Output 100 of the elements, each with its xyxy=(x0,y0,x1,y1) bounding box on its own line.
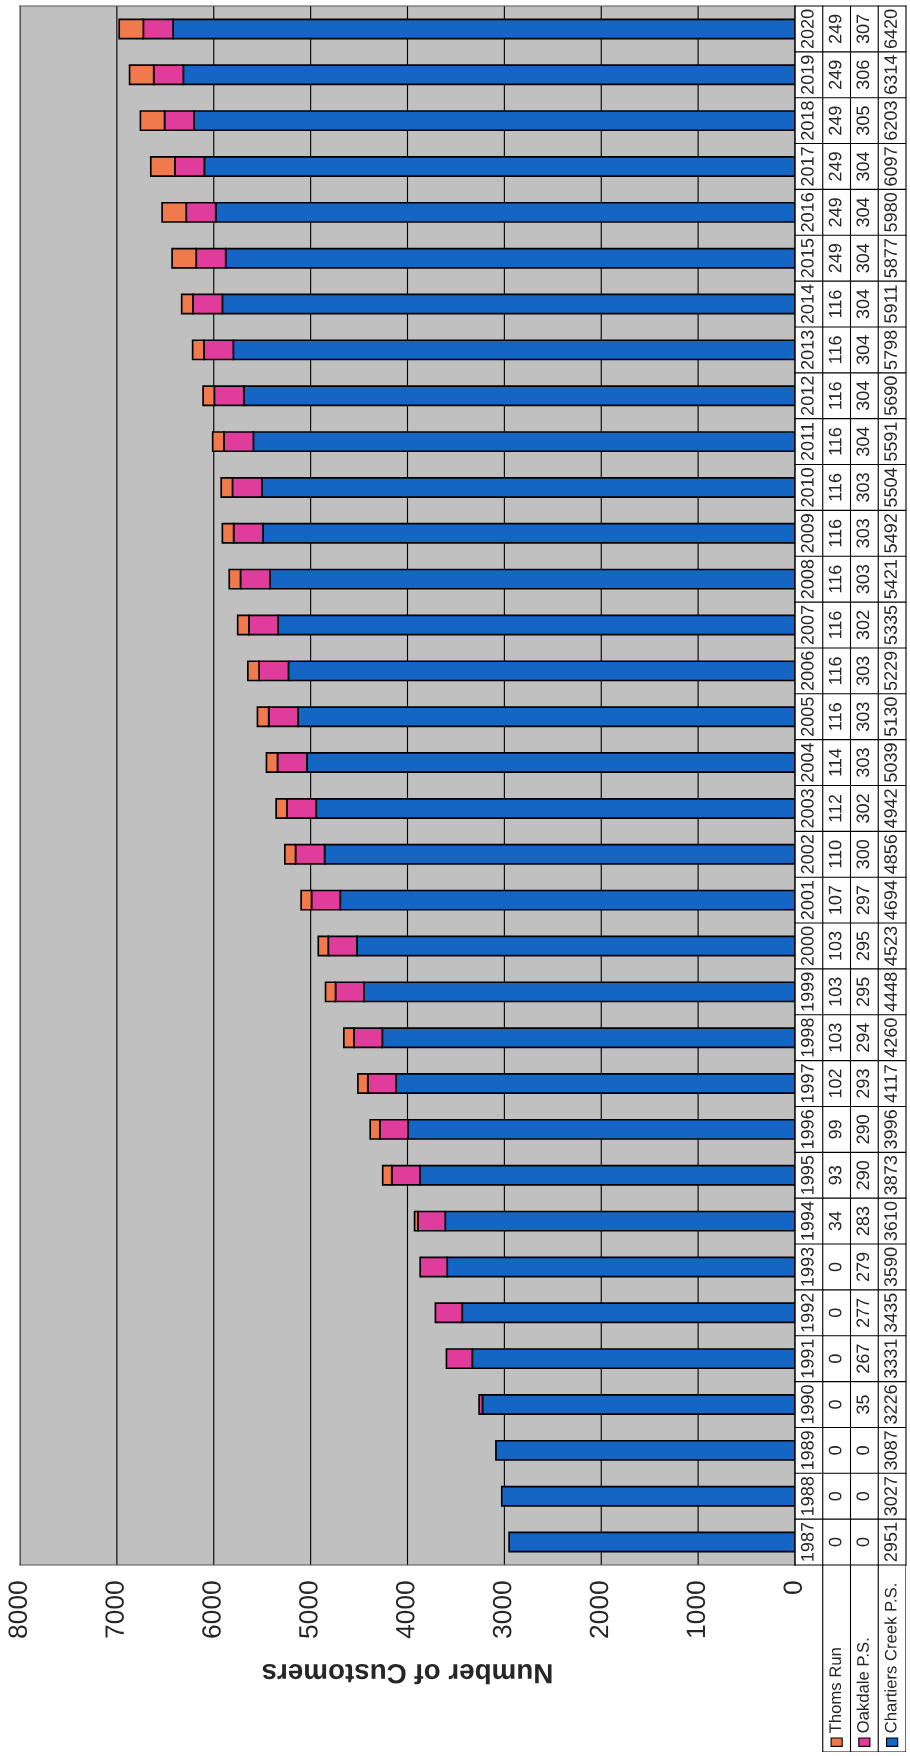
data-label: 249 xyxy=(828,106,842,135)
text: Oakdale P.S. xyxy=(856,1638,869,1733)
y-tick-label: 2015 xyxy=(800,238,814,278)
data-label: 0 xyxy=(828,1491,842,1501)
data-label: 99 xyxy=(828,1120,842,1139)
data-label: 304 xyxy=(856,335,870,365)
data-label: 4523 xyxy=(884,926,897,966)
data-label: 3610 xyxy=(884,1201,897,1241)
data-label: 302 xyxy=(856,610,870,640)
data-label: 4942 xyxy=(884,789,897,829)
y-tick-label: 1998 xyxy=(800,1018,814,1057)
data-label: 110 xyxy=(828,840,842,868)
y-tick-label: 2019 xyxy=(800,55,814,94)
data-label: 304 xyxy=(856,151,870,181)
data-label: 4117 xyxy=(884,1065,897,1103)
data-label: 4694 xyxy=(884,880,897,920)
data-label: 6097 xyxy=(884,147,897,186)
data-label: 303 xyxy=(856,748,870,777)
data-label: 5798 xyxy=(884,330,897,370)
data-label: 0 xyxy=(856,1446,870,1455)
data-label: 114 xyxy=(828,748,842,776)
data-label: 293 xyxy=(856,1069,870,1098)
data-label: 267 xyxy=(856,1344,870,1373)
x-tick-label: 4000 xyxy=(395,1581,415,1639)
data-label: 116 xyxy=(828,290,842,318)
data-label: 4448 xyxy=(884,972,897,1012)
y-tick-label: 1994 xyxy=(800,1201,814,1240)
data-label: 0 xyxy=(828,1308,842,1318)
x-tick-label: 0 xyxy=(783,1581,803,1594)
data-label: 3996 xyxy=(884,1110,897,1149)
data-label: 3226 xyxy=(884,1385,897,1424)
y-tick-label: 1990 xyxy=(800,1385,814,1424)
data-label: 295 xyxy=(856,931,870,961)
data-label: 304 xyxy=(856,197,870,227)
data-label: 6420 xyxy=(884,9,897,49)
data-label: 5911 xyxy=(884,285,897,323)
data-label: 5690 xyxy=(884,376,897,416)
data-label: 5980 xyxy=(884,192,897,232)
data-label: 295 xyxy=(856,977,870,1006)
x-tick-label: 5000 xyxy=(299,1581,318,1638)
data-label: 304 xyxy=(856,427,870,456)
data-label: 116 xyxy=(828,519,842,547)
data-label: 304 xyxy=(856,289,870,319)
data-label: 3027 xyxy=(884,1477,897,1516)
data-label: 102 xyxy=(828,1069,842,1098)
y-tick-label: 2009 xyxy=(800,514,814,553)
y-tick-label: 2002 xyxy=(800,835,814,874)
data-label: 5229 xyxy=(884,651,897,691)
y-tick-label: 2004 xyxy=(800,743,814,782)
data-label: 303 xyxy=(856,473,870,502)
y-tick-label: 2016 xyxy=(800,193,814,232)
data-label: 0 xyxy=(856,1537,870,1547)
y-tick-label: 2020 xyxy=(800,9,814,49)
data-label: 103 xyxy=(828,977,842,1006)
data-label: 290 xyxy=(856,1160,870,1190)
data-label: 6203 xyxy=(884,101,897,140)
y-tick-label: 2006 xyxy=(800,651,814,691)
data-label: 249 xyxy=(828,243,842,273)
y-tick-label: 2017 xyxy=(800,147,814,186)
data-label: 307 xyxy=(856,14,870,44)
x-axis-title: Number of Customers xyxy=(262,1663,552,1685)
y-tick-label: 1989 xyxy=(800,1431,814,1470)
data-label: 3590 xyxy=(884,1247,897,1287)
data-label: 300 xyxy=(856,839,870,869)
data-label: 116 xyxy=(828,473,842,501)
data-label: 5335 xyxy=(884,605,897,645)
data-label: 116 xyxy=(828,611,842,639)
y-tick-label: 1995 xyxy=(800,1155,814,1194)
data-label: 302 xyxy=(856,794,870,823)
data-label: 3435 xyxy=(884,1293,897,1333)
y-tick-label: 2000 xyxy=(800,926,814,966)
y-tick-label: 2014 xyxy=(800,284,814,324)
data-label: 103 xyxy=(828,931,842,960)
text: Thoms Run xyxy=(828,1648,842,1733)
data-label: 103 xyxy=(828,1023,842,1052)
data-label: 6314 xyxy=(884,55,897,94)
text: Chartiers Creek P.S. xyxy=(884,1584,897,1733)
data-label: 249 xyxy=(828,152,842,181)
data-label: 2951 xyxy=(884,1522,897,1562)
data-label: 306 xyxy=(856,60,870,90)
y-tick-label: 1997 xyxy=(800,1064,814,1103)
y-tick-label: 2012 xyxy=(800,376,814,415)
y-tick-label: 2007 xyxy=(800,605,814,645)
data-label: 116 xyxy=(828,382,842,409)
data-label: 5504 xyxy=(884,467,897,507)
data-label: 303 xyxy=(856,656,870,686)
y-tick-label: 2008 xyxy=(800,559,814,599)
data-label: 5421 xyxy=(884,559,897,599)
y-tick-label: 1993 xyxy=(800,1247,814,1286)
x-tick-label: 7000 xyxy=(105,1581,124,1638)
data-label: 93 xyxy=(828,1166,842,1185)
y-tick-label: 2003 xyxy=(800,789,814,828)
data-label: 0 xyxy=(856,1491,870,1501)
data-label: 249 xyxy=(828,198,842,227)
y-tick-label: 1999 xyxy=(800,972,814,1011)
data-label: 116 xyxy=(828,428,842,455)
data-label: 116 xyxy=(828,657,842,684)
x-tick-label: 3000 xyxy=(492,1581,512,1638)
y-tick-label: 1996 xyxy=(800,1110,814,1149)
data-label: 294 xyxy=(856,1023,870,1052)
